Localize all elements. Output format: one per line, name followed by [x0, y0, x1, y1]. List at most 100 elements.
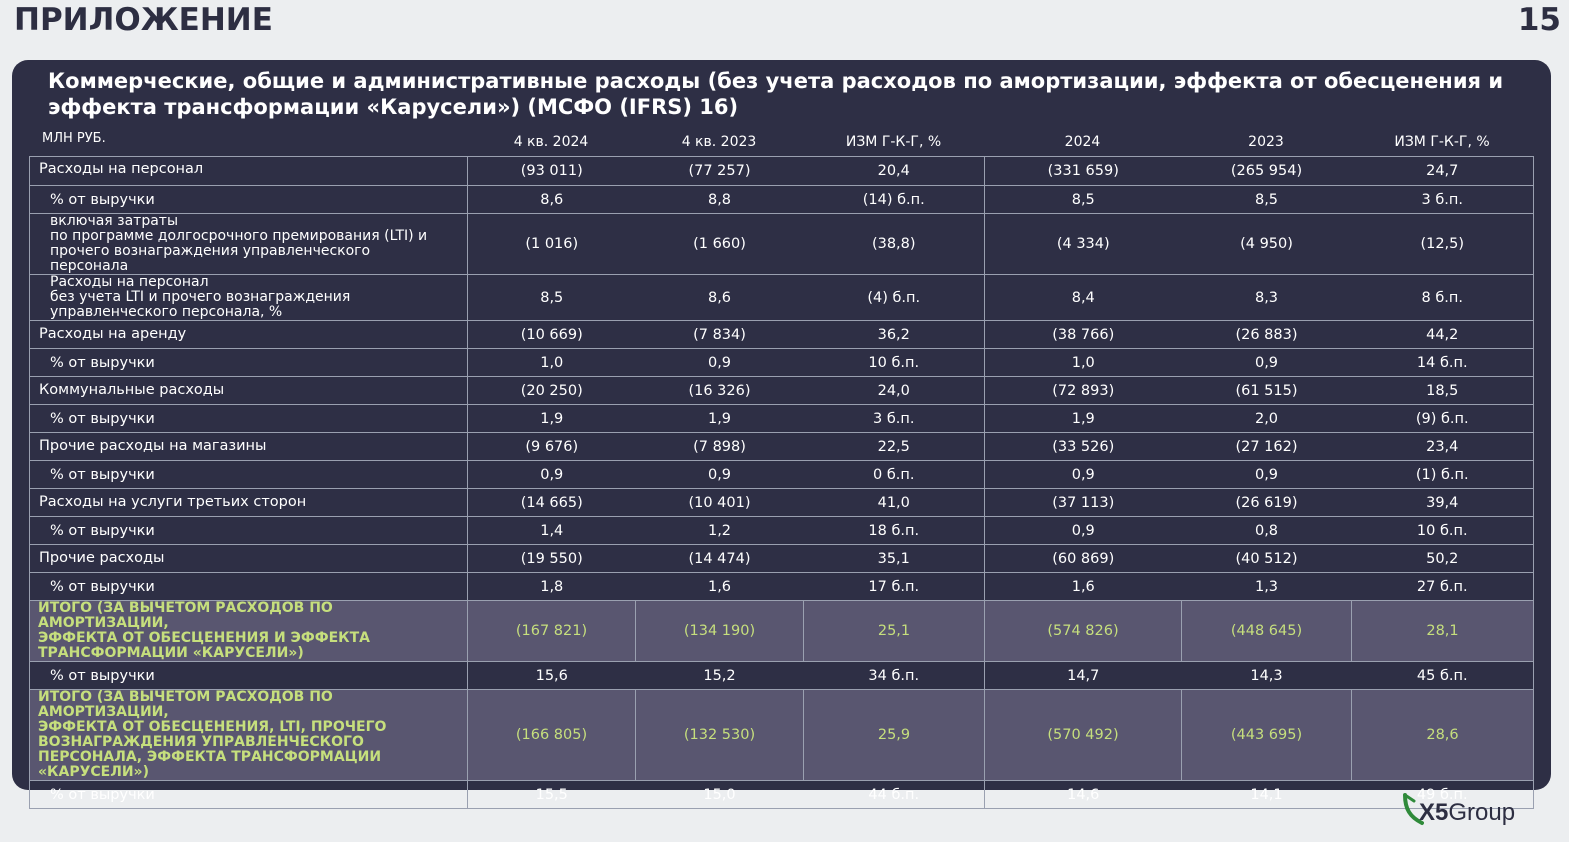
- table-cell: (443 695): [1181, 689, 1352, 781]
- table-cell: 8,3: [1181, 274, 1352, 321]
- table-cell: (574 826): [984, 600, 1182, 662]
- row-label-line: включая затраты: [50, 213, 179, 229]
- logo-text-bold: X5: [1419, 799, 1449, 826]
- table-cell: (12,5): [1351, 213, 1534, 275]
- table-cell: 25,9: [803, 689, 985, 781]
- table-cell: 0 б.п.: [803, 460, 985, 489]
- table-row: Расходы на услуги третьих сторон (14 665…: [29, 488, 1534, 517]
- row-label: % от выручки: [29, 404, 468, 433]
- row-label: Расходы на персонал: [29, 156, 468, 186]
- table-cell: 3 б.п.: [1351, 185, 1534, 214]
- row-label-line: без учета LTI и прочего вознаграждения: [50, 289, 351, 305]
- table-cell: 14,7: [984, 661, 1182, 690]
- table-cell: 14,6: [984, 780, 1182, 809]
- table-cell: 28,1: [1351, 600, 1534, 662]
- table-cell: 0,9: [984, 460, 1182, 489]
- table-cell: 8 б.п.: [1351, 274, 1534, 321]
- table-cell: 14 б.п.: [1351, 348, 1534, 377]
- row-label-line: ИТОГО (ЗА ВЫЧЕТОМ РАСХОДОВ ПО АМОРТИЗАЦИ…: [38, 600, 333, 631]
- row-label: Расходы на услуги третьих сторон: [29, 488, 468, 517]
- logo-text: X5Group: [1419, 799, 1515, 827]
- table-cell: 36,2: [803, 320, 985, 349]
- table-cell: 35,1: [803, 544, 985, 573]
- table-cell: 1,2: [635, 516, 804, 545]
- table-row: % от выручки 8,6 8,8 (14) б.п. 8,5 8,5 3…: [29, 185, 1534, 214]
- table-cell: 23,4: [1351, 432, 1534, 461]
- table-cell: 27 б.п.: [1351, 572, 1534, 601]
- table-row: Коммунальные расходы (20 250) (16 326) 2…: [29, 376, 1534, 405]
- table-cell: (10 669): [467, 320, 636, 349]
- table-cell: 22,5: [803, 432, 985, 461]
- table-cell: (10 401): [635, 488, 804, 517]
- row-label-line: ТРАНСФОРМАЦИИ «КАРУСЕЛИ»): [38, 645, 304, 661]
- table-cell: (20 250): [467, 376, 636, 405]
- table-cell: (448 645): [1181, 600, 1352, 662]
- table-row: % от выручки 15,5 15,0 44 б.п. 14,6 14,1…: [29, 780, 1534, 809]
- table-cell: (1 660): [635, 213, 804, 275]
- x5-leaf-icon: [1403, 793, 1424, 825]
- table-cell: (570 492): [984, 689, 1182, 781]
- row-label: Расходы на персонал без учета LTI и проч…: [29, 274, 468, 321]
- row-label: % от выручки: [29, 661, 468, 690]
- row-label: ИТОГО (ЗА ВЫЧЕТОМ РАСХОДОВ ПО АМОРТИЗАЦИ…: [29, 600, 468, 662]
- row-label: % от выручки: [29, 572, 468, 601]
- table-cell: 49 б.п.: [1351, 780, 1534, 809]
- table-cell: 41,0: [803, 488, 985, 517]
- table-cell: (4) б.п.: [803, 274, 985, 321]
- table-cell: (26 619): [1181, 488, 1352, 517]
- table-cell: (26 883): [1181, 320, 1352, 349]
- table-cell: 44,2: [1351, 320, 1534, 349]
- table-cell: (1) б.п.: [1351, 460, 1534, 489]
- column-header-y-yoy: ИЗМ Г-К-Г, %: [1394, 134, 1490, 150]
- table-cell: 1,9: [635, 404, 804, 433]
- table-cell: 1,8: [467, 572, 636, 601]
- table-cell: (167 821): [467, 600, 636, 662]
- row-label-line: ПЕРСОНАЛА, ЭФФЕКТА ТРАНСФОРМАЦИИ: [38, 749, 382, 765]
- table-cell: (134 190): [635, 600, 804, 662]
- table-cell: 0,9: [1181, 460, 1352, 489]
- row-label: % от выручки: [29, 780, 468, 809]
- table-cell: 8,5: [467, 274, 636, 321]
- table-cell: (77 257): [635, 156, 804, 186]
- row-label-line: ВОЗНАГРАЖДЕНИЯ УПРАВЛЕНЧЕСКОГО: [38, 734, 364, 750]
- table-cell: 8,5: [984, 185, 1182, 214]
- row-label-line: управленческого персонала, %: [50, 304, 283, 320]
- table-cell: 24,0: [803, 376, 985, 405]
- table-row: Прочие расходы (19 550) (14 474) 35,1 (6…: [29, 544, 1534, 573]
- row-label: Прочие расходы на магазины: [29, 432, 468, 461]
- table-cell: (9) б.п.: [1351, 404, 1534, 433]
- table-row: % от выручки 1,4 1,2 18 б.п. 0,9 0,8 10 …: [29, 516, 1534, 545]
- table-cell: 15,2: [635, 661, 804, 690]
- table-cell: 14,1: [1181, 780, 1352, 809]
- table-row: % от выручки 1,8 1,6 17 б.п. 1,6 1,3 27 …: [29, 572, 1534, 601]
- row-label-line: «КАРУСЕЛИ»): [38, 764, 150, 780]
- table-cell: 15,6: [467, 661, 636, 690]
- table-cell: 1,3: [1181, 572, 1352, 601]
- table-cell: (14 665): [467, 488, 636, 517]
- table-cell: 17 б.п.: [803, 572, 985, 601]
- table-cell: 1,9: [467, 404, 636, 433]
- table-cell: 18,5: [1351, 376, 1534, 405]
- table-cell: 14,3: [1181, 661, 1352, 690]
- table-cell: 0,9: [1181, 348, 1352, 377]
- table-cell: (166 805): [467, 689, 636, 781]
- table-cell: 20,4: [803, 156, 985, 186]
- table-row: Расходы на аренду (10 669) (7 834) 36,2 …: [29, 320, 1534, 349]
- column-header-2024: 2024: [1064, 134, 1101, 150]
- table-cell: (33 526): [984, 432, 1182, 461]
- table-cell: (38 766): [984, 320, 1182, 349]
- row-label-line: Расходы на персонал: [50, 274, 209, 290]
- table-cell: 0,9: [635, 460, 804, 489]
- panel-title: Коммерческие, общие и административные р…: [48, 69, 1504, 119]
- table-cell: (265 954): [1181, 156, 1352, 186]
- table-row: Прочие расходы на магазины (9 676) (7 89…: [29, 432, 1534, 461]
- row-label-line: ЭФФЕКТА ОТ ОБЕСЦЕНЕНИЯ И ЭФФЕКТА: [38, 630, 370, 646]
- row-label: Расходы на аренду: [29, 320, 468, 349]
- table-cell: (4 334): [984, 213, 1182, 275]
- table-cell: (9 676): [467, 432, 636, 461]
- row-label-line: персонала: [50, 258, 129, 274]
- table-cell: (93 011): [467, 156, 636, 186]
- table-cell: (1 016): [467, 213, 636, 275]
- table-cell: 39,4: [1351, 488, 1534, 517]
- table-cell: (19 550): [467, 544, 636, 573]
